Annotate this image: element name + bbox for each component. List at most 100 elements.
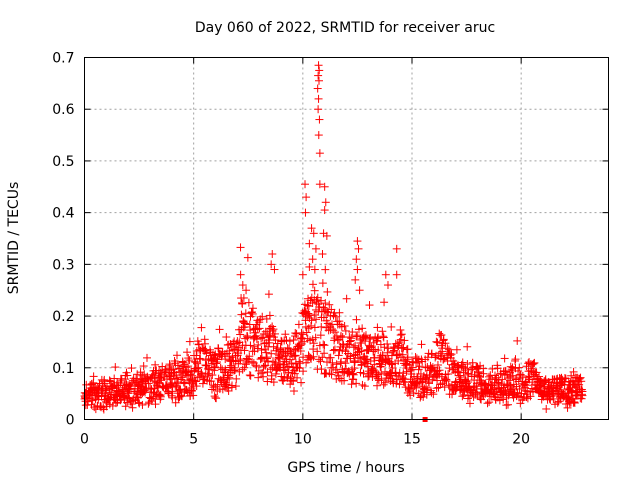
data-point [314,61,323,70]
data-point [252,331,261,340]
data-point [200,339,209,348]
data-point [289,387,298,396]
data-point [335,308,344,317]
data-point [569,367,578,376]
data-point [454,371,463,380]
data-point [196,355,205,364]
data-point [323,287,332,296]
data-point [253,344,262,353]
data-point [264,290,273,299]
data-point [240,363,249,372]
data-point [318,279,327,288]
x-tick-label: 0 [80,432,89,448]
data-point [532,368,541,377]
data-point [311,333,320,342]
data-point [398,350,407,359]
data-point [242,286,251,295]
data-point [349,343,358,352]
data-point [504,400,513,409]
data-point [175,392,184,401]
data-point [329,326,338,335]
data-point [267,260,276,269]
data-point [123,371,132,380]
data-point [345,340,354,349]
data-point [421,363,430,372]
data-point [338,333,347,342]
data-point [493,364,502,373]
data-point [193,359,202,368]
data-point [368,364,377,373]
data-point [549,394,558,403]
data-point [230,365,239,374]
data-point [253,325,262,334]
data-point [226,368,235,377]
data-point [399,343,408,352]
axis-ticks: 0 0.1 0.2 0.3 0.4 0.5 0.6 0.7 0 5 10 15 20 [52,51,609,448]
data-point [184,354,193,363]
data-point [256,355,265,364]
data-point [441,339,450,348]
data-point [412,354,421,363]
data-point [308,298,317,307]
data-point [423,385,432,394]
data-point [433,361,442,370]
x-tick-label: 5 [189,432,198,448]
y-tick-label: 0 [66,413,75,429]
data-point [353,348,362,357]
x-tick-label: 15 [403,432,421,448]
data-point [237,310,246,319]
data-point [210,366,219,375]
data-point [542,404,551,413]
data-point [349,370,358,379]
data-point [521,386,530,395]
data-point [353,331,362,340]
data-point [293,373,302,382]
data-point [133,370,142,379]
data-point [320,349,329,358]
data-point [316,357,325,366]
data-point [325,300,334,309]
data-point [374,346,383,355]
data-point [357,347,366,356]
y-tick-label: 0.4 [52,206,74,222]
data-point [266,331,275,340]
data-point [432,384,441,393]
data-point [232,374,241,383]
data-point [530,358,539,367]
data-point [518,371,527,380]
data-point [436,380,445,389]
data-point [190,376,199,385]
data-point [536,386,545,395]
data-point [178,373,187,382]
data-point [479,369,488,378]
data-point [310,265,319,274]
data-point [209,381,218,390]
data-point [353,237,362,246]
data-point [317,365,326,374]
data-point [331,328,340,337]
data-point [136,368,145,377]
data-point [248,357,257,366]
data-point [144,379,153,388]
data-point [258,333,267,342]
data-point [308,280,317,289]
data-point [257,334,266,343]
data-point [222,333,231,342]
data-point [204,369,213,378]
data-point [290,352,299,361]
data-point [221,355,230,364]
data-point [318,353,327,362]
data-point [378,327,387,336]
data-point [345,337,354,346]
data-point [444,345,453,354]
data-point [553,398,562,407]
data-point [225,346,234,355]
data-point [236,243,245,252]
data-point [315,302,324,311]
data-point [347,380,356,389]
data-point [310,286,319,295]
data-point [255,324,264,333]
data-point [433,338,442,347]
data-point [320,341,329,350]
